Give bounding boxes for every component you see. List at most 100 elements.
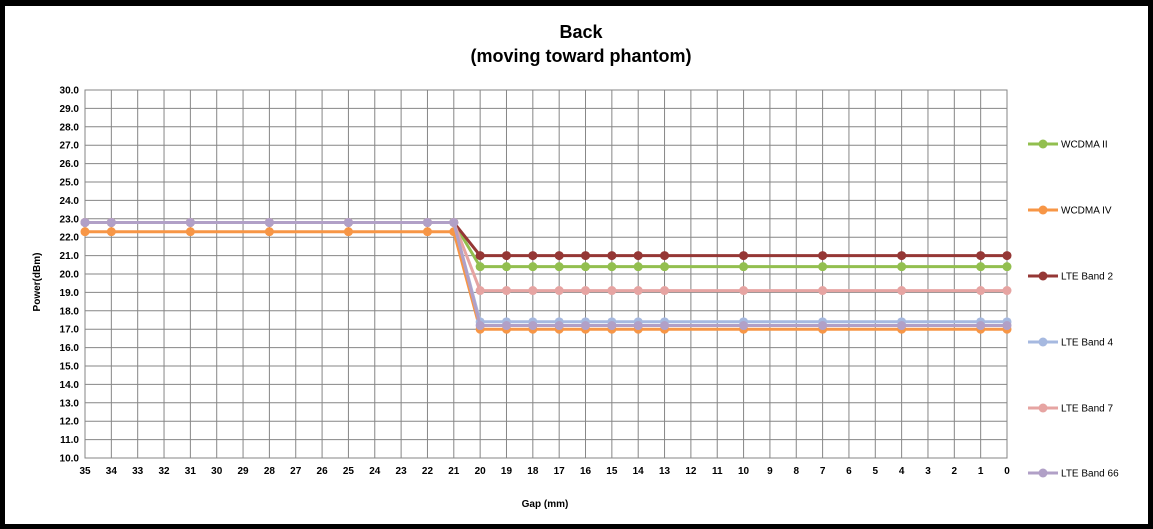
series-line xyxy=(85,221,1007,269)
y-tick-label: 24.0 xyxy=(60,196,80,207)
x-tick-label: 34 xyxy=(106,466,118,477)
series-layer xyxy=(80,217,1012,334)
data-point xyxy=(554,286,564,296)
x-axis-ticks: 35 34 33 32 31 30 29 28 27 26 25 24 23 22 21 20 19 18 17 16… xyxy=(79,466,1010,477)
legend-swatch-marker xyxy=(1038,468,1048,478)
y-tick-label: 23.0 xyxy=(60,214,80,225)
x-tick-label: 9 xyxy=(767,466,773,477)
x-tick-label: 20 xyxy=(475,466,487,477)
x-tick-label: 26 xyxy=(317,466,329,477)
legend-swatch-marker xyxy=(1038,205,1048,215)
y-tick-label: 18.0 xyxy=(60,306,80,317)
y-tick-label: 10.0 xyxy=(60,454,80,465)
plot-area-border xyxy=(84,89,1008,459)
data-point xyxy=(264,227,274,237)
data-point xyxy=(106,227,116,237)
data-point xyxy=(976,321,986,331)
legend-item: LTE Band 7 xyxy=(1028,403,1114,415)
data-point xyxy=(475,321,485,331)
y-tick-label: 12.0 xyxy=(60,417,80,428)
series-wcdma-ii xyxy=(80,217,1012,272)
x-tick-label: 19 xyxy=(501,466,513,477)
data-point xyxy=(264,217,274,227)
x-tick-label: 14 xyxy=(633,466,645,477)
data-point xyxy=(528,286,538,296)
data-point xyxy=(501,262,511,272)
x-tick-label: 18 xyxy=(527,466,539,477)
data-point xyxy=(422,227,432,237)
data-point xyxy=(185,217,195,227)
legend-swatch-marker xyxy=(1038,403,1048,413)
data-point xyxy=(581,286,591,296)
x-tick-label: 15 xyxy=(606,466,618,477)
x-tick-label: 7 xyxy=(820,466,826,477)
data-point xyxy=(607,262,617,272)
y-tick-label: 13.0 xyxy=(60,398,80,409)
data-point xyxy=(501,286,511,296)
x-tick-label: 2 xyxy=(952,466,958,477)
data-point xyxy=(528,262,538,272)
legend-swatch-marker xyxy=(1038,139,1048,149)
series-lte-band-2 xyxy=(80,217,1012,261)
series-wcdma-iv xyxy=(80,227,1012,334)
x-tick-label: 8 xyxy=(793,466,799,477)
y-tick-label: 28.0 xyxy=(60,122,80,133)
x-tick-label: 3 xyxy=(925,466,931,477)
data-point xyxy=(475,251,485,261)
y-tick-label: 14.0 xyxy=(60,380,80,391)
data-point xyxy=(185,227,195,237)
data-point xyxy=(633,321,643,331)
data-point xyxy=(80,217,90,227)
data-point xyxy=(660,251,670,261)
x-tick-label: 32 xyxy=(158,466,170,477)
data-point xyxy=(976,262,986,272)
x-tick-label: 31 xyxy=(185,466,197,477)
legend-label: LTE Band 2 xyxy=(1061,272,1114,283)
y-tick-label: 29.0 xyxy=(60,104,80,115)
data-point xyxy=(818,262,828,272)
x-tick-label: 12 xyxy=(685,466,697,477)
data-point xyxy=(106,217,116,227)
data-point xyxy=(633,286,643,296)
data-point xyxy=(607,321,617,331)
data-point xyxy=(449,217,459,227)
legend: WCDMA II WCDMA IV LTE Band 2 LTE Band 4 LTE … xyxy=(1028,139,1119,480)
data-point xyxy=(343,227,353,237)
data-point xyxy=(818,321,828,331)
x-tick-label: 4 xyxy=(899,466,905,477)
x-tick-label: 5 xyxy=(873,466,879,477)
data-point xyxy=(581,251,591,261)
series-line xyxy=(85,221,1007,327)
legend-label: WCDMA IV xyxy=(1061,206,1112,217)
x-tick-label: 11 xyxy=(712,466,723,477)
data-point xyxy=(343,217,353,227)
data-point xyxy=(818,251,828,261)
legend-item: LTE Band 4 xyxy=(1028,337,1114,349)
x-tick-label: 30 xyxy=(211,466,223,477)
legend-item: LTE Band 66 xyxy=(1028,468,1119,480)
series-line xyxy=(85,221,1007,258)
legend-label: LTE Band 7 xyxy=(1061,404,1114,415)
data-point xyxy=(633,262,643,272)
y-tick-label: 30.0 xyxy=(60,86,80,97)
data-point xyxy=(1002,251,1012,261)
x-tick-label: 13 xyxy=(659,466,671,477)
chart-title-line-1: Back xyxy=(559,22,603,42)
data-point xyxy=(897,251,907,261)
y-axis-ticks: 10.0 11.0 12.0 13.0 14.0 15.0 16.0 17.0 18.0 19.0… xyxy=(60,86,80,465)
data-point xyxy=(528,251,538,261)
x-tick-label: 17 xyxy=(554,466,566,477)
data-point xyxy=(607,251,617,261)
y-tick-label: 15.0 xyxy=(60,362,80,373)
data-point xyxy=(897,262,907,272)
data-point xyxy=(739,262,749,272)
y-tick-label: 25.0 xyxy=(60,178,80,189)
x-tick-label: 1 xyxy=(978,466,984,477)
data-point xyxy=(475,286,485,296)
data-point xyxy=(897,286,907,296)
chart-title-line-2: (moving toward phantom) xyxy=(471,46,692,66)
y-axis-label: Power(dBm) xyxy=(32,253,43,312)
x-tick-label: 28 xyxy=(264,466,276,477)
data-point xyxy=(976,251,986,261)
